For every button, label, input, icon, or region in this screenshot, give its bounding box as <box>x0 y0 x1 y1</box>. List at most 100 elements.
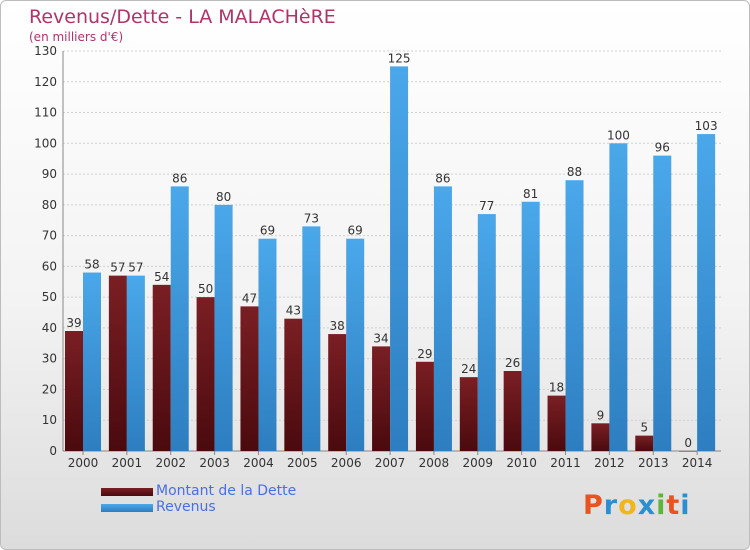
x-tick-label-2013: 2013 <box>638 456 669 470</box>
bar-debt-2002 <box>152 284 171 451</box>
bar-debt-2007 <box>372 346 391 451</box>
legend-label-debt: Montant de la Dette <box>156 483 297 499</box>
legend-label-revenue: Revenus <box>156 499 216 515</box>
data-label-debt-2005: 43 <box>286 304 301 318</box>
y-tick-label: 130 <box>34 44 57 58</box>
legend-swatch-revenue <box>101 504 153 512</box>
bar-revenue-2013 <box>653 155 672 451</box>
bar-revenue-2005 <box>302 226 321 451</box>
bar-debt-2013 <box>635 435 654 451</box>
bar-debt-2014 <box>679 451 698 452</box>
data-label-debt-2008: 29 <box>417 347 432 361</box>
bar-revenue-2001 <box>126 275 145 451</box>
data-label-revenue-2010: 81 <box>523 187 538 201</box>
data-label-debt-2009: 24 <box>461 362 476 376</box>
x-tick-label-2002: 2002 <box>155 456 186 470</box>
data-label-revenue-2014: 103 <box>695 119 718 133</box>
logo-letter: x <box>637 490 657 521</box>
bar-debt-2012 <box>591 423 610 451</box>
data-label-revenue-2005: 73 <box>304 211 319 225</box>
data-label-debt-2007: 34 <box>373 331 388 345</box>
data-label-revenue-2011: 88 <box>567 165 582 179</box>
chart-subtitle: (en milliers d'€) <box>29 30 124 44</box>
y-tick-label: 30 <box>42 352 57 366</box>
x-tick-label-2009: 2009 <box>463 456 494 470</box>
data-label-revenue-2009: 77 <box>479 199 494 213</box>
bar-debt-2008 <box>415 361 434 451</box>
data-label-debt-2001: 57 <box>110 261 125 275</box>
x-tick-label-2011: 2011 <box>550 456 581 470</box>
x-tick-label-2006: 2006 <box>331 456 362 470</box>
y-tick-label: 120 <box>34 75 57 89</box>
chart-title: Revenus/Dette - LA MALACHèRE <box>29 6 336 28</box>
data-label-debt-2013: 5 <box>640 421 648 435</box>
y-tick-label: 50 <box>42 290 57 304</box>
bar-debt-2009 <box>459 377 478 451</box>
logo-letter: t <box>666 490 681 521</box>
data-label-revenue-2000: 58 <box>84 258 99 272</box>
bar-revenue-2014 <box>697 134 716 452</box>
data-label-debt-2002: 54 <box>154 270 169 284</box>
y-tick-label: 10 <box>42 413 57 427</box>
y-tick-label: 20 <box>42 382 57 396</box>
x-tick-label-2014: 2014 <box>682 456 713 470</box>
y-tick-label: 110 <box>34 106 57 120</box>
data-label-debt-2003: 50 <box>198 282 213 296</box>
bar-revenue-2003 <box>214 204 233 451</box>
bar-revenue-2006 <box>346 238 365 451</box>
y-tick-label: 0 <box>49 444 57 458</box>
data-label-revenue-2012: 100 <box>607 128 630 142</box>
data-label-revenue-2003: 80 <box>216 190 231 204</box>
bar-revenue-2012 <box>609 143 628 452</box>
logo-letter: i <box>656 490 667 521</box>
x-tick-label-2001: 2001 <box>112 456 143 470</box>
x-tick-label-2010: 2010 <box>506 456 537 470</box>
data-label-debt-2000: 39 <box>66 316 81 330</box>
bar-revenue-2010 <box>521 201 540 451</box>
bar-debt-2005 <box>284 318 303 451</box>
bar-revenue-2008 <box>433 186 452 451</box>
x-tick-label-2000: 2000 <box>68 456 99 470</box>
logo-letter: o <box>618 490 638 521</box>
data-label-debt-2014: 0 <box>684 436 692 450</box>
logo-letter: i <box>680 490 691 521</box>
data-label-debt-2010: 26 <box>505 356 520 370</box>
logo-letter: r <box>603 490 619 521</box>
data-label-revenue-2007: 125 <box>388 51 411 65</box>
bar-revenue-2004 <box>258 238 277 451</box>
bar-debt-2003 <box>196 297 215 451</box>
y-tick-label: 70 <box>42 229 57 243</box>
bar-debt-2001 <box>108 275 127 451</box>
logo-letter: P <box>583 490 604 521</box>
data-label-debt-2011: 18 <box>549 381 564 395</box>
y-tick-label: 80 <box>42 198 57 212</box>
bar-revenue-2007 <box>390 66 409 451</box>
data-label-revenue-2008: 86 <box>435 171 450 185</box>
data-label-revenue-2013: 96 <box>655 141 670 155</box>
y-tick-label: 100 <box>34 136 57 150</box>
bar-debt-2006 <box>328 334 347 451</box>
x-tick-label-2012: 2012 <box>594 456 625 470</box>
data-label-debt-2004: 47 <box>242 291 257 305</box>
x-tick-label-2007: 2007 <box>375 456 406 470</box>
data-label-revenue-2001: 57 <box>128 261 143 275</box>
y-tick-label: 40 <box>42 321 57 335</box>
bar-debt-2004 <box>240 306 259 451</box>
x-tick-label-2005: 2005 <box>287 456 318 470</box>
y-tick-label: 60 <box>42 259 57 273</box>
bar-revenue-2002 <box>170 186 189 451</box>
legend-swatch-debt <box>101 488 153 496</box>
bar-revenue-2000 <box>83 272 101 451</box>
x-tick-label-2003: 2003 <box>199 456 230 470</box>
y-tick-label: 90 <box>42 167 57 181</box>
bar-debt-2011 <box>547 395 566 451</box>
proxiti-logo: Proxiti <box>583 490 691 521</box>
data-label-debt-2006: 38 <box>330 319 345 333</box>
data-label-debt-2012: 9 <box>597 408 605 422</box>
data-label-revenue-2004: 69 <box>260 224 275 238</box>
bar-revenue-2011 <box>565 180 584 451</box>
x-tick-label-2004: 2004 <box>243 456 274 470</box>
bar-debt-2000 <box>65 331 83 451</box>
